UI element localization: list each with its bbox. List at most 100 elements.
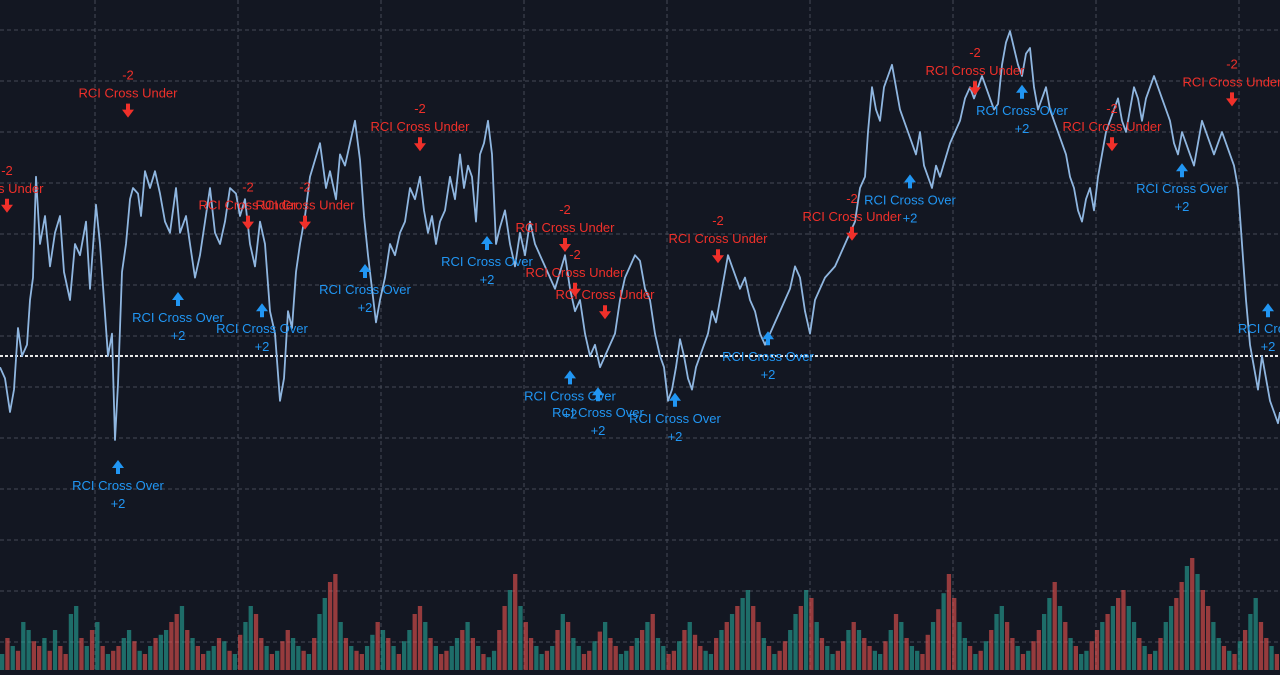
signal-markers: Cross Under-2 RCI Cross Under -2 RCI Cross … (0, 45, 1280, 511)
volume-bar (587, 650, 592, 670)
volume-bar (761, 638, 766, 670)
buy-signal[interactable]: RCI Cross Over+2 (864, 174, 957, 225)
buy-signal[interactable]: RCI Cross Over+2 (552, 387, 645, 438)
volume-bar (454, 638, 460, 670)
sell-signal[interactable]: RCI Cross Under -2 (371, 101, 471, 152)
volume-histogram (0, 558, 1279, 670)
volume-bar (856, 630, 862, 670)
sell-signal[interactable]: RCI Cross Under -2 (1183, 56, 1280, 107)
volume-bar (682, 630, 687, 670)
volume-bar (830, 654, 835, 670)
volume-bar (1174, 598, 1179, 670)
volume-bar (671, 650, 677, 670)
volume-bar (1052, 582, 1057, 670)
volume-bar (1010, 638, 1015, 670)
sell-signal[interactable]: RCI Cross Under -2 (526, 247, 626, 297)
volume-bar (132, 641, 137, 670)
sell-signal[interactable]: RCI Cross Under -2 (926, 45, 1026, 96)
signal-label: RCI Cross Under (1183, 74, 1280, 89)
sell-signal[interactable]: RCI Cross Under (556, 287, 656, 320)
volume-bar (1258, 622, 1264, 670)
volume-bar (195, 646, 200, 670)
signal-delta: +2 (591, 423, 606, 438)
signal-label: RCI Cross Under (669, 231, 769, 246)
signal-delta: -2 (712, 213, 724, 228)
sell-signal[interactable]: RCI Cross Under -2 (79, 68, 179, 118)
volume-bar (1158, 638, 1163, 670)
signal-delta: +2 (1015, 121, 1030, 136)
arrow-down-icon (122, 103, 134, 118)
signal-delta: -2 (569, 247, 581, 262)
sell-signal[interactable]: RCI Cross Under -2 (669, 213, 769, 264)
buy-signal[interactable]: RCI Cross Over+2 (319, 264, 412, 315)
volume-bar (581, 654, 587, 670)
buy-signal[interactable]: RCI Cross Over+2 (1136, 163, 1229, 214)
volume-bar (1163, 622, 1168, 670)
buy-signal[interactable]: RCI Cross Over+2 (722, 331, 815, 382)
signal-label: RCI Cross Over (722, 349, 814, 364)
volume-bar (978, 650, 983, 670)
volume-bar (1179, 582, 1184, 670)
sell-signal[interactable]: RCI Cross Under -2 (256, 180, 356, 230)
signal-delta: +2 (111, 496, 126, 511)
buy-signal[interactable]: RCI Cross Over+2 (132, 292, 225, 343)
volume-bar (312, 638, 317, 670)
volume-bar (370, 634, 375, 670)
arrow-up-icon (172, 292, 184, 306)
buy-signal[interactable]: RCI Cross Over+2 (441, 236, 534, 287)
volume-bar (640, 630, 645, 670)
volume-bar (444, 650, 449, 670)
arrow-up-icon (359, 264, 371, 278)
signal-delta: -2 (414, 101, 426, 116)
signal-label: RCI Cross Under (1063, 119, 1163, 134)
sell-signal[interactable]: RCI Cross Under -2 (199, 180, 299, 230)
volume-bar (1248, 614, 1253, 670)
volume-bar (280, 641, 285, 670)
volume-bar (846, 630, 851, 670)
volume-bar (1274, 654, 1279, 670)
buy-signal[interactable]: RCI Cross Over+2 (72, 460, 165, 511)
volume-bar (449, 646, 454, 670)
volume-bar (751, 606, 756, 670)
volume-bar (677, 641, 682, 670)
volume-bar (571, 638, 576, 670)
volume-bar (301, 650, 306, 670)
buy-signal[interactable]: RCI Cross Over+2 (629, 392, 722, 444)
volume-bar (169, 622, 174, 670)
volume-bar (79, 638, 84, 670)
volume-bar (1153, 650, 1158, 670)
signal-label: RCI Cross Over (132, 310, 224, 325)
volume-bar (407, 630, 412, 670)
volume-bar (513, 574, 518, 670)
volume-bar (920, 654, 925, 670)
volume-bar (1121, 590, 1126, 670)
volume-bar (1205, 606, 1211, 670)
volume-bar (1084, 650, 1089, 670)
volume-bar (343, 638, 349, 670)
volume-bar (788, 630, 793, 670)
volume-bar (862, 638, 867, 670)
volume-bar (766, 646, 772, 670)
signal-label: RCI Cross (1238, 321, 1280, 336)
buy-signal[interactable]: RCI Cross Over+2 (524, 370, 617, 421)
volume-bar (872, 650, 878, 670)
buy-signal[interactable]: RCI Cross +2 (1238, 303, 1280, 354)
volume-bar (550, 646, 555, 670)
volume-bar (259, 638, 264, 670)
volume-bar (47, 650, 52, 670)
volume-bar (306, 654, 312, 670)
sell-signal[interactable]: RCI Cross Under -2 (803, 191, 903, 241)
buy-signal[interactable]: RCI Cross Over+2 (976, 84, 1069, 136)
volume-bar (497, 630, 502, 670)
volume-bar (423, 622, 428, 670)
sell-signal[interactable]: RCI Cross Under -2 (1063, 101, 1163, 152)
sell-signal[interactable]: Cross Under -2 (0, 163, 44, 213)
volume-bar (439, 654, 444, 670)
volume-bar (5, 638, 10, 670)
buy-signal[interactable]: RCI Cross Over+2 (216, 303, 309, 354)
volume-bar (502, 606, 507, 670)
volume-bar (380, 630, 386, 670)
sell-signal[interactable]: RCI Cross Under -2 (516, 202, 616, 252)
